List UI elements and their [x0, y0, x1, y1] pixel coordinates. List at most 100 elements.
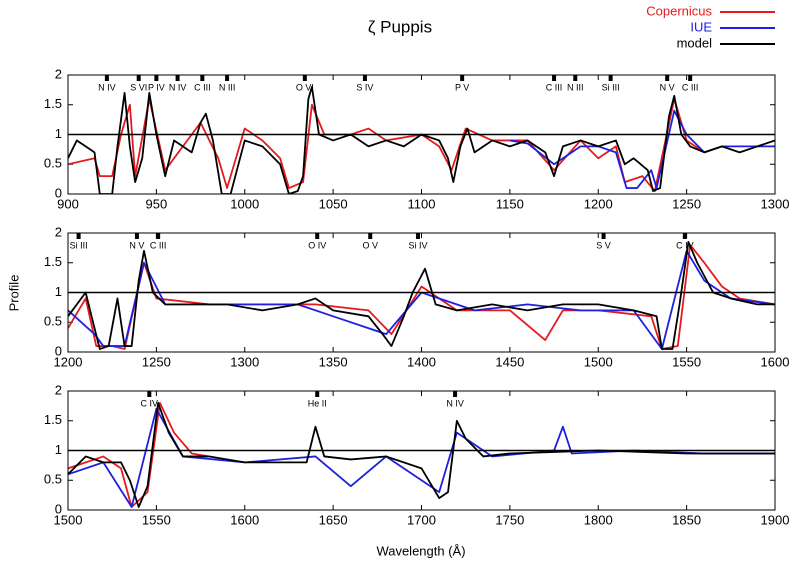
x-tick-label: 1850 — [672, 512, 701, 527]
y-tick-label: 1.5 — [44, 412, 62, 427]
x-tick-label: 1800 — [584, 512, 613, 527]
x-tick-label: 1400 — [407, 354, 436, 369]
annotation: C III — [150, 240, 167, 250]
annotation: N IV — [169, 82, 187, 92]
legend-label: IUE — [690, 19, 712, 34]
annotation-marker — [200, 75, 205, 81]
x-tick-label: 1750 — [495, 512, 524, 527]
annotation-marker — [175, 75, 180, 81]
x-tick-label: 1150 — [496, 196, 524, 211]
series-line — [68, 249, 775, 350]
annotation: N IV — [446, 398, 464, 408]
annotation: O VI — [296, 82, 314, 92]
y-tick-label: 1 — [55, 442, 62, 457]
annotation-marker — [154, 75, 159, 81]
x-tick-label: 1100 — [408, 196, 436, 211]
x-tick-label: 1200 — [54, 354, 83, 369]
x-tick-label: 1050 — [319, 196, 348, 211]
annotation: N III — [567, 82, 584, 92]
annotation-marker — [362, 75, 367, 81]
y-tick-label: 1.5 — [44, 254, 62, 269]
series-line — [509, 109, 775, 189]
annotation-marker — [552, 75, 557, 81]
series-line — [68, 97, 705, 192]
x-tick-label: 950 — [146, 196, 168, 211]
plot-frame — [67, 232, 776, 353]
plot-frame — [67, 74, 776, 195]
annotation-marker — [608, 75, 613, 81]
x-tick-label: 1650 — [319, 512, 348, 527]
annotation-marker — [601, 233, 606, 239]
annotation: S IV — [356, 82, 373, 92]
y-tick-label: 0 — [55, 185, 62, 200]
annotation-marker — [682, 233, 687, 239]
x-tick-label: 1500 — [54, 512, 83, 527]
x-tick-label: 1600 — [761, 354, 790, 369]
annotation: Si III — [602, 82, 620, 92]
annotation-marker — [453, 391, 458, 397]
annotation: O IV — [308, 240, 326, 250]
plot-area — [68, 86, 775, 194]
annotation-marker — [147, 391, 152, 397]
annotation: P IV — [148, 82, 165, 92]
annotation-marker — [665, 75, 670, 81]
chart-title: ζ Puppis — [368, 17, 432, 36]
x-tick-label: 1200 — [584, 196, 613, 211]
y-tick-label: 0 — [55, 501, 62, 516]
x-tick-label: 1000 — [230, 196, 259, 211]
y-tick-label: 2 — [55, 224, 62, 239]
x-tick-label: 900 — [57, 196, 79, 211]
annotation: S V — [596, 240, 611, 250]
annotation-marker — [136, 75, 141, 81]
x-tick-label: 1250 — [672, 196, 701, 211]
y-tick-label: 0.5 — [44, 156, 62, 171]
annotation-marker — [156, 233, 161, 239]
x-tick-label: 1600 — [230, 512, 259, 527]
x-tick-label: 1300 — [230, 354, 259, 369]
x-axis-label: Wavelength (Å) — [376, 543, 465, 558]
annotation-marker — [104, 75, 109, 81]
annotation: C III — [682, 82, 699, 92]
plot-area — [68, 241, 775, 350]
x-tick-label: 1450 — [495, 354, 524, 369]
annotation: Si III — [70, 240, 88, 250]
y-axis-label: Profile — [6, 275, 21, 312]
annotation-marker — [315, 233, 320, 239]
annotation: N IV — [98, 82, 116, 92]
annotation-marker — [76, 233, 81, 239]
y-tick-label: 0.5 — [44, 472, 62, 487]
y-tick-label: 2 — [55, 382, 62, 397]
annotation-marker — [573, 75, 578, 81]
annotation-marker — [688, 75, 693, 81]
annotation: C IV — [676, 240, 694, 250]
annotation-marker — [460, 75, 465, 81]
x-tick-label: 1550 — [672, 354, 701, 369]
annotation-marker — [368, 233, 373, 239]
annotation-marker — [315, 391, 320, 397]
annotation: He II — [308, 398, 327, 408]
y-tick-label: 2 — [55, 66, 62, 81]
plot-area — [68, 402, 775, 508]
series-line — [68, 244, 775, 350]
x-tick-label: 1500 — [584, 354, 613, 369]
annotation: P V — [455, 82, 469, 92]
annotation: C IV — [141, 398, 159, 408]
series-line — [68, 407, 775, 508]
x-tick-label: 1900 — [761, 512, 790, 527]
annotation-marker — [225, 75, 230, 81]
y-tick-label: 0 — [55, 343, 62, 358]
legend-label: Copernicus — [646, 3, 712, 18]
plot-frame — [67, 390, 776, 511]
annotation: S VI — [130, 82, 147, 92]
x-tick-label: 1250 — [142, 354, 171, 369]
annotation: N V — [660, 82, 675, 92]
y-tick-label: 1 — [55, 284, 62, 299]
annotation: N III — [219, 82, 236, 92]
y-tick-label: 1 — [55, 126, 62, 141]
y-tick-label: 1.5 — [44, 96, 62, 111]
annotation: O V — [362, 240, 378, 250]
annotation-marker — [134, 233, 139, 239]
series-line — [68, 402, 775, 508]
annotation: N V — [129, 240, 144, 250]
